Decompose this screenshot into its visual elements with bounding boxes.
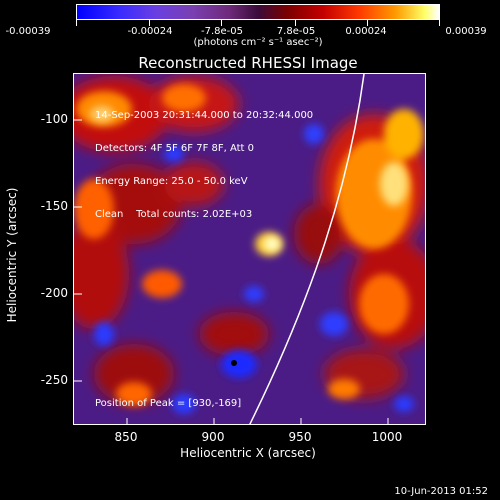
colorbar-tick <box>367 20 368 26</box>
info-line-energy: Energy Range: 25.0 - 50.0 keV <box>95 176 248 187</box>
colorbar-tick-label: -7.8e-05 <box>201 26 243 37</box>
y-axis-label: Heliocentric Y (arcsec) <box>5 187 19 323</box>
info-line-counts: Clean Total counts: 2.02E+03 <box>95 209 253 220</box>
bright-core-layer <box>90 106 408 251</box>
y-tick-label: -200 <box>40 286 68 300</box>
info-line-time: 14-Sep-2003 20:31:44.000 to 20:32:44.000 <box>95 110 314 121</box>
colorbar-tick-label: -0.00039 <box>5 26 51 37</box>
observation-info: 14-Sep-2003 20:31:44.000 to 20:32:44.000… <box>95 88 313 231</box>
solar-limb-line <box>249 74 365 424</box>
rhessi-image-plot <box>73 73 426 425</box>
colorbar-tick-label: 7.8e-05 <box>276 26 316 37</box>
y-tick-label: -100 <box>40 112 68 126</box>
colorbar <box>76 4 440 20</box>
colorbar-tick-label: 0.00039 <box>445 26 487 37</box>
colorbar-tick <box>221 20 222 26</box>
y-tick-label: -250 <box>40 373 68 387</box>
x-axis-label: Heliocentric X (arcsec) <box>180 446 316 460</box>
minimum-dot <box>231 360 237 366</box>
colorbar-tick <box>149 20 150 26</box>
x-tick-label: 900 <box>201 430 225 444</box>
colorbar-tick <box>439 20 440 26</box>
colorbar-tick <box>295 20 296 26</box>
negative-lobes-layer <box>94 124 414 414</box>
colorbar-tick-label: 0.00024 <box>345 26 387 37</box>
axis-ticks <box>74 119 389 424</box>
x-tick-label: 1000 <box>371 430 403 444</box>
colorbar-tick-label: -0.00024 <box>127 26 173 37</box>
colorbar-tick <box>76 20 77 26</box>
info-line-detectors: Detectors: 4F 5F 6F 7F 8F, Att 0 <box>95 143 255 154</box>
x-tick-label: 850 <box>114 430 138 444</box>
peak-position-label: Position of Peak = [930,-169] <box>95 398 242 409</box>
x-tick-label: 950 <box>288 430 312 444</box>
rhessi-image-svg <box>74 74 425 424</box>
y-tick-label: -150 <box>40 199 68 213</box>
plot-title: Reconstructed RHESSI Image <box>138 54 358 72</box>
colorbar-units-label: (photons cm⁻² s⁻¹ asec⁻²) <box>193 37 323 48</box>
generation-timestamp: 10-Jun-2013 01:52 <box>394 486 488 497</box>
